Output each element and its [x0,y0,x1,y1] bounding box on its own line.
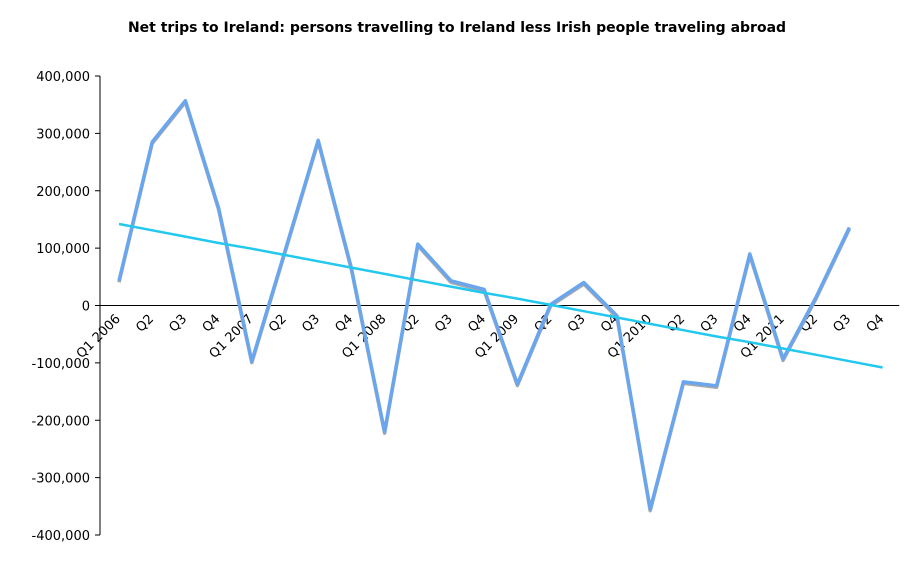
x-tick-label: Q3 [698,312,722,336]
x-tick-label: Q3 [299,312,323,336]
x-tick-label: Q3 [565,312,589,336]
x-tick-label: Q3 [167,312,191,336]
x-tick-label: Q3 [831,312,855,336]
y-tick-label: -400,000 [32,529,90,544]
y-tick-label: 200,000 [36,185,90,200]
x-tick-label: Q4 [333,312,357,336]
x-tick-label: Q2 [133,312,157,336]
y-tick-label: 0 [82,300,90,315]
y-tick-label: -200,000 [32,414,90,429]
y-tick-label: 300,000 [36,127,90,142]
line-shadow [117,100,851,513]
x-tick-label: Q2 [266,312,290,336]
x-tick-label: Q4 [465,312,489,336]
x-tick-label: Q1 2006 [74,312,124,362]
y-tick-label: -100,000 [32,357,90,372]
x-tick-label: Q4 [864,312,888,336]
x-tick-label: Q4 [200,312,224,336]
y-tick-label: 400,000 [36,70,90,85]
trend-line [118,222,883,369]
x-tick-label: Q3 [432,312,456,336]
chart-title: Net trips to Ireland: persons travelling… [128,20,786,36]
data-line [117,98,851,511]
x-tick-label: Q2 [665,312,689,336]
y-tick-label: 100,000 [36,242,90,257]
y-tick-label: -300,000 [32,472,90,487]
